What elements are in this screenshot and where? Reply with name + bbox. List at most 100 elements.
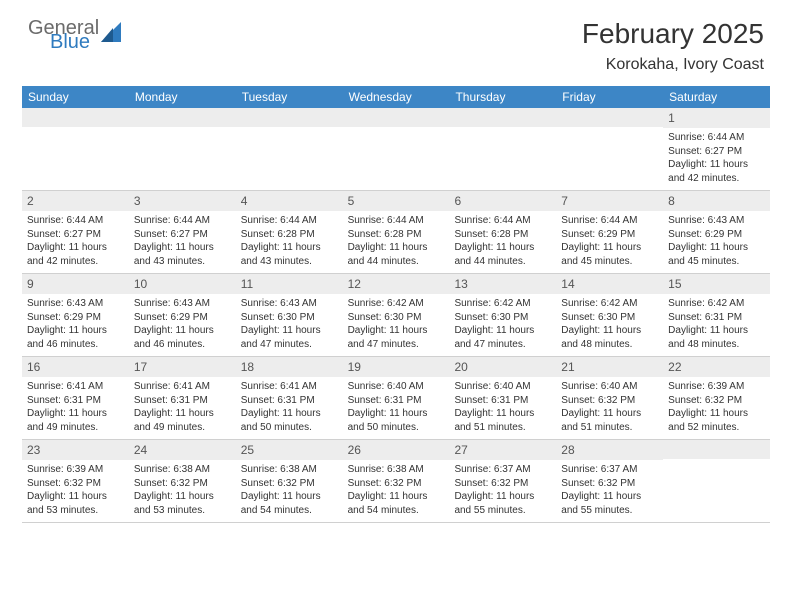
day-number: 18 xyxy=(236,357,343,377)
day-number: 27 xyxy=(449,440,556,460)
day-body: Sunrise: 6:42 AMSunset: 6:30 PMDaylight:… xyxy=(449,294,556,355)
day-body: Sunrise: 6:44 AMSunset: 6:27 PMDaylight:… xyxy=(129,211,236,272)
sunrise-text: Sunrise: 6:44 AM xyxy=(561,214,658,228)
sunrise-text: Sunrise: 6:43 AM xyxy=(668,214,765,228)
daylight-text: Daylight: 11 hours and 50 minutes. xyxy=(348,407,445,434)
daylight-text: Daylight: 11 hours and 46 minutes. xyxy=(27,324,124,351)
sunset-text: Sunset: 6:30 PM xyxy=(348,311,445,325)
day-body: Sunrise: 6:43 AMSunset: 6:29 PMDaylight:… xyxy=(22,294,129,355)
day-body: Sunrise: 6:41 AMSunset: 6:31 PMDaylight:… xyxy=(236,377,343,438)
calendar-day: 11Sunrise: 6:43 AMSunset: 6:30 PMDayligh… xyxy=(236,274,343,356)
month-title: February 2025 xyxy=(582,18,764,50)
calendar-day: 5Sunrise: 6:44 AMSunset: 6:28 PMDaylight… xyxy=(343,191,450,273)
day-number: 21 xyxy=(556,357,663,377)
calendar-day: 4Sunrise: 6:44 AMSunset: 6:28 PMDaylight… xyxy=(236,191,343,273)
calendar-week: 9Sunrise: 6:43 AMSunset: 6:29 PMDaylight… xyxy=(22,274,770,357)
sunset-text: Sunset: 6:31 PM xyxy=(668,311,765,325)
weekday-header: Saturday xyxy=(663,86,770,108)
day-number: 12 xyxy=(343,274,450,294)
sunset-text: Sunset: 6:27 PM xyxy=(27,228,124,242)
day-body: Sunrise: 6:44 AMSunset: 6:27 PMDaylight:… xyxy=(663,128,770,189)
sunset-text: Sunset: 6:29 PM xyxy=(561,228,658,242)
calendar-day: 19Sunrise: 6:40 AMSunset: 6:31 PMDayligh… xyxy=(343,357,450,439)
sunset-text: Sunset: 6:30 PM xyxy=(241,311,338,325)
sunrise-text: Sunrise: 6:43 AM xyxy=(134,297,231,311)
weekday-header: Friday xyxy=(556,86,663,108)
calendar-day xyxy=(449,108,556,190)
daylight-text: Daylight: 11 hours and 47 minutes. xyxy=(454,324,551,351)
sunrise-text: Sunrise: 6:38 AM xyxy=(134,463,231,477)
day-body: Sunrise: 6:40 AMSunset: 6:31 PMDaylight:… xyxy=(449,377,556,438)
day-body: Sunrise: 6:42 AMSunset: 6:30 PMDaylight:… xyxy=(343,294,450,355)
sunset-text: Sunset: 6:32 PM xyxy=(348,477,445,491)
calendar-day xyxy=(343,108,450,190)
weekday-header-row: SundayMondayTuesdayWednesdayThursdayFrid… xyxy=(22,86,770,108)
calendar-day: 25Sunrise: 6:38 AMSunset: 6:32 PMDayligh… xyxy=(236,440,343,522)
daylight-text: Daylight: 11 hours and 42 minutes. xyxy=(668,158,765,185)
day-number: 10 xyxy=(129,274,236,294)
sunrise-text: Sunrise: 6:43 AM xyxy=(241,297,338,311)
calendar-day xyxy=(236,108,343,190)
sunset-text: Sunset: 6:32 PM xyxy=(561,394,658,408)
sunrise-text: Sunrise: 6:44 AM xyxy=(134,214,231,228)
daylight-text: Daylight: 11 hours and 53 minutes. xyxy=(27,490,124,517)
calendar-day xyxy=(22,108,129,190)
day-body: Sunrise: 6:37 AMSunset: 6:32 PMDaylight:… xyxy=(449,460,556,521)
sunset-text: Sunset: 6:29 PM xyxy=(134,311,231,325)
calendar-day: 7Sunrise: 6:44 AMSunset: 6:29 PMDaylight… xyxy=(556,191,663,273)
calendar-day: 8Sunrise: 6:43 AMSunset: 6:29 PMDaylight… xyxy=(663,191,770,273)
day-body: Sunrise: 6:42 AMSunset: 6:30 PMDaylight:… xyxy=(556,294,663,355)
daylight-text: Daylight: 11 hours and 48 minutes. xyxy=(668,324,765,351)
day-body: Sunrise: 6:42 AMSunset: 6:31 PMDaylight:… xyxy=(663,294,770,355)
calendar-day xyxy=(556,108,663,190)
location: Korokaha, Ivory Coast xyxy=(582,56,764,74)
daylight-text: Daylight: 11 hours and 45 minutes. xyxy=(668,241,765,268)
day-body: Sunrise: 6:41 AMSunset: 6:31 PMDaylight:… xyxy=(129,377,236,438)
daylight-text: Daylight: 11 hours and 51 minutes. xyxy=(454,407,551,434)
sunrise-text: Sunrise: 6:44 AM xyxy=(348,214,445,228)
daylight-text: Daylight: 11 hours and 54 minutes. xyxy=(348,490,445,517)
sunset-text: Sunset: 6:28 PM xyxy=(348,228,445,242)
daylight-text: Daylight: 11 hours and 52 minutes. xyxy=(668,407,765,434)
day-number: 5 xyxy=(343,191,450,211)
day-number: 4 xyxy=(236,191,343,211)
sunset-text: Sunset: 6:27 PM xyxy=(134,228,231,242)
sunset-text: Sunset: 6:30 PM xyxy=(561,311,658,325)
day-number: 24 xyxy=(129,440,236,460)
day-number: 17 xyxy=(129,357,236,377)
calendar-week: 23Sunrise: 6:39 AMSunset: 6:32 PMDayligh… xyxy=(22,440,770,523)
day-number: 3 xyxy=(129,191,236,211)
sunrise-text: Sunrise: 6:41 AM xyxy=(27,380,124,394)
calendar-day: 20Sunrise: 6:40 AMSunset: 6:31 PMDayligh… xyxy=(449,357,556,439)
day-number: 20 xyxy=(449,357,556,377)
day-body: Sunrise: 6:37 AMSunset: 6:32 PMDaylight:… xyxy=(556,460,663,521)
calendar-day: 28Sunrise: 6:37 AMSunset: 6:32 PMDayligh… xyxy=(556,440,663,522)
logo-text-blue: Blue xyxy=(50,32,99,52)
sunrise-text: Sunrise: 6:38 AM xyxy=(348,463,445,477)
logo: General Blue xyxy=(28,18,125,52)
sunset-text: Sunset: 6:32 PM xyxy=(134,477,231,491)
day-number: 6 xyxy=(449,191,556,211)
sunrise-text: Sunrise: 6:44 AM xyxy=(454,214,551,228)
day-number xyxy=(556,108,663,127)
calendar-week: 2Sunrise: 6:44 AMSunset: 6:27 PMDaylight… xyxy=(22,191,770,274)
calendar-day xyxy=(129,108,236,190)
sunrise-text: Sunrise: 6:38 AM xyxy=(241,463,338,477)
sunrise-text: Sunrise: 6:44 AM xyxy=(241,214,338,228)
sunset-text: Sunset: 6:32 PM xyxy=(668,394,765,408)
sunrise-text: Sunrise: 6:41 AM xyxy=(134,380,231,394)
daylight-text: Daylight: 11 hours and 48 minutes. xyxy=(561,324,658,351)
calendar-day: 12Sunrise: 6:42 AMSunset: 6:30 PMDayligh… xyxy=(343,274,450,356)
day-number: 9 xyxy=(22,274,129,294)
day-body: Sunrise: 6:44 AMSunset: 6:28 PMDaylight:… xyxy=(343,211,450,272)
daylight-text: Daylight: 11 hours and 51 minutes. xyxy=(561,407,658,434)
calendar-day: 24Sunrise: 6:38 AMSunset: 6:32 PMDayligh… xyxy=(129,440,236,522)
daylight-text: Daylight: 11 hours and 49 minutes. xyxy=(134,407,231,434)
weekday-header: Monday xyxy=(129,86,236,108)
calendar-day: 17Sunrise: 6:41 AMSunset: 6:31 PMDayligh… xyxy=(129,357,236,439)
sunset-text: Sunset: 6:28 PM xyxy=(241,228,338,242)
sunrise-text: Sunrise: 6:42 AM xyxy=(348,297,445,311)
day-body: Sunrise: 6:40 AMSunset: 6:31 PMDaylight:… xyxy=(343,377,450,438)
sunrise-text: Sunrise: 6:40 AM xyxy=(561,380,658,394)
day-number: 2 xyxy=(22,191,129,211)
